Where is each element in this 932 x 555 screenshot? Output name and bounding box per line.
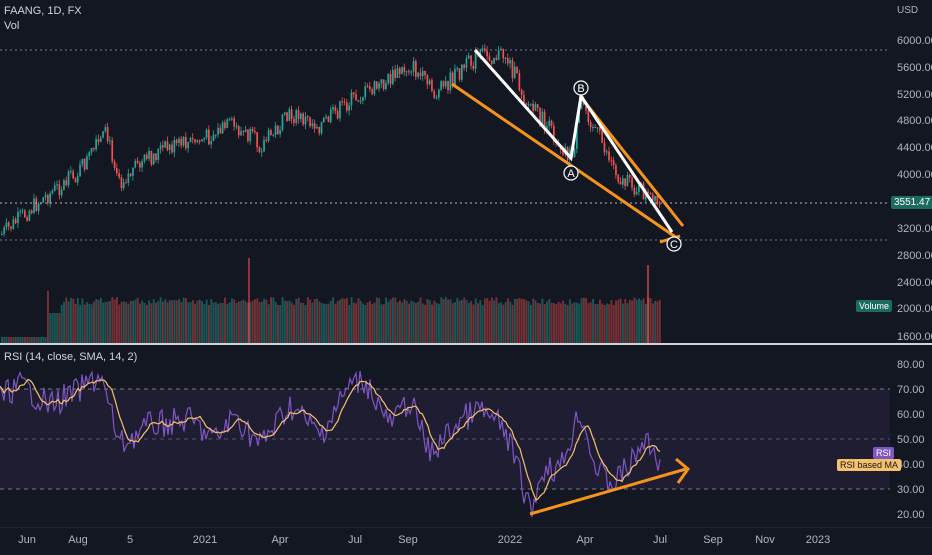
wave-label-a: A xyxy=(563,165,579,181)
price-tick-label: 2000.00 xyxy=(897,303,932,315)
wave-c-text: C xyxy=(670,239,678,251)
rsi-pane[interactable]: 80.00 70.00 60.00 50.00 40.00 30.00 20.00 RSI … xyxy=(0,345,932,527)
volume-bars xyxy=(1,258,661,343)
price-tick-label: 4000.00 xyxy=(897,169,932,181)
price-tick-label: 1600.00 xyxy=(897,331,932,343)
date-tick-label: Sep xyxy=(398,534,418,546)
symbol-legend[interactable]: FAANG, 1D, FX xyxy=(4,5,82,17)
wave-label-c: C xyxy=(666,236,682,252)
price-tick-label: 6000.00 xyxy=(897,35,932,47)
rsi-tick-label: 70.00 xyxy=(897,384,925,396)
rsi-tick-label: 60.00 xyxy=(897,409,925,421)
rsi-line xyxy=(0,370,661,518)
wave-b-text: B xyxy=(577,83,584,95)
date-tick-label: Jun xyxy=(18,534,36,546)
rsi-tick-label: 40.00 xyxy=(897,459,925,471)
price-tick-label: 5600.00 xyxy=(897,62,932,74)
white-abc-wave xyxy=(473,49,674,233)
price-tick-label: 5200.00 xyxy=(897,89,932,101)
rsi-ma-tag: RSI based MA xyxy=(837,459,902,471)
date-tick-label: Aug xyxy=(68,534,88,546)
date-axis[interactable]: Jun Aug 5 2021 Apr Jul Sep 2022 Apr Jul Sep Nov 2023 xyxy=(0,526,932,550)
date-tick-label: Sep xyxy=(703,534,723,546)
drawing-trendlines xyxy=(451,49,685,244)
price-tick-label: 2800.00 xyxy=(897,250,932,262)
price-tick-label: 3200.00 xyxy=(897,223,932,235)
price-tick-label: 2400.00 xyxy=(897,277,932,289)
date-tick-label: Apr xyxy=(271,534,288,546)
volume-tag: Volume xyxy=(856,300,893,312)
rsi-legend[interactable]: RSI (14, close, SMA, 14, 2) xyxy=(4,351,138,363)
wave-a-text: A xyxy=(567,168,575,180)
currency-label: USD xyxy=(897,5,919,16)
rsi-tick-label: 80.00 xyxy=(897,359,925,371)
price-tick-label: 4800.00 xyxy=(897,115,932,127)
pane-separator[interactable] xyxy=(0,343,932,345)
orange-lower-trendline xyxy=(451,82,678,240)
last-price-tag: 3551.47 xyxy=(891,196,932,209)
price-chart[interactable]: A B C 6000.00 5600.00 5200.00 4800.00 4400.0… xyxy=(0,0,932,343)
date-tick-label: 2021 xyxy=(193,534,217,546)
date-tick-label: Jul xyxy=(653,534,667,546)
rsi-chart[interactable]: 80.00 70.00 60.00 50.00 40.00 30.00 20.00 xyxy=(0,345,932,527)
date-tick-label: Jul xyxy=(348,534,362,546)
rsi-divergence-arrow xyxy=(529,457,691,516)
candlesticks xyxy=(1,44,661,237)
date-tick-label: 5 xyxy=(127,534,133,546)
rsi-value-tag: RSI xyxy=(873,447,895,459)
volume-legend[interactable]: Vol xyxy=(4,20,20,32)
rsi-ma-line xyxy=(0,378,661,501)
price-axis: 6000.00 5600.00 5200.00 4800.00 4400.00 4000.… xyxy=(897,35,932,343)
date-tick-label: Apr xyxy=(576,534,593,546)
date-tick-label: 2023 xyxy=(806,534,830,546)
date-tick-label: Nov xyxy=(755,534,775,546)
price-pane[interactable]: A B C 6000.00 5600.00 5200.00 4800.00 4400.0… xyxy=(0,0,932,343)
rsi-tick-label: 50.00 xyxy=(897,434,925,446)
rsi-tick-label: 30.00 xyxy=(897,484,925,496)
rsi-axis: 80.00 70.00 60.00 50.00 40.00 30.00 20.00 xyxy=(897,359,925,521)
date-tick-label: 2022 xyxy=(498,534,522,546)
wave-label-b: B xyxy=(573,80,589,96)
rsi-tick-label: 20.00 xyxy=(897,509,925,521)
price-tick-label: 4400.00 xyxy=(897,142,932,154)
